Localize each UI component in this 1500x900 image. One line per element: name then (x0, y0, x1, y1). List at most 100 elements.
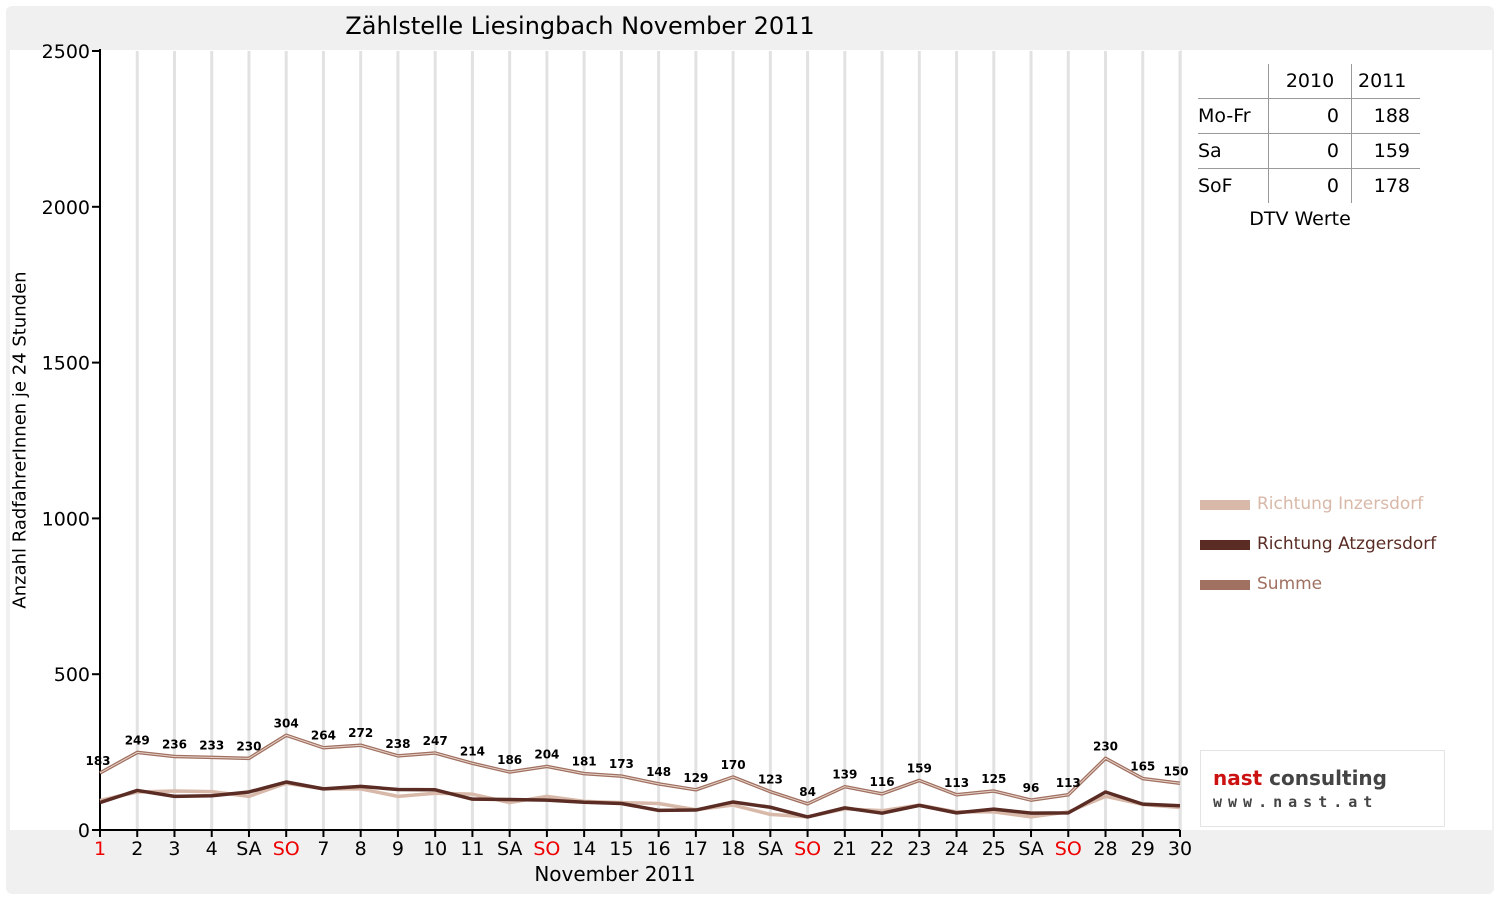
x-tick-label: 15 (609, 838, 633, 860)
data-label: 186 (497, 753, 522, 767)
x-tick-label: 3 (168, 838, 180, 860)
data-label: 230 (236, 739, 261, 753)
company-logo: nast consulting www.nast.at (1200, 750, 1445, 827)
y-tick-label: 1500 (42, 353, 90, 375)
legend-label-inzersdorf: Richtung Inzersdorf (1257, 494, 1424, 514)
legend-swatch-inzersdorf (1200, 500, 1250, 510)
x-tick-label: 8 (355, 838, 367, 860)
data-label: 116 (870, 775, 895, 789)
y-tick-label: 2500 (42, 41, 90, 63)
data-label: 214 (460, 744, 485, 758)
x-tick-label: SO (1055, 838, 1082, 860)
data-label: 123 (758, 773, 783, 787)
logo-url: www.nast.at (1213, 793, 1379, 811)
data-label: 238 (385, 737, 410, 751)
y-axis-label: Anzahl RadfahrerInnen je 24 Stunden (9, 271, 31, 609)
logo-word-nast: nast (1213, 766, 1263, 790)
data-label: 96 (1023, 781, 1040, 795)
x-tick-label: 28 (1093, 838, 1117, 860)
legend-swatch-summe (1200, 580, 1250, 590)
data-label: 84 (799, 785, 816, 799)
x-tick-label: 7 (317, 838, 329, 860)
x-tick-label: 4 (206, 838, 218, 860)
data-label: 148 (646, 765, 671, 779)
dtv-value-2011: 159 (1351, 133, 1420, 169)
data-label: 233 (199, 738, 224, 752)
y-tick-label: 2000 (42, 197, 90, 219)
dtv-value-2010: 0 (1268, 168, 1352, 203)
x-tick-label: 24 (944, 838, 968, 860)
data-label: 125 (981, 772, 1006, 786)
x-tick-label: 23 (907, 838, 931, 860)
plot-panel (10, 50, 1180, 830)
x-tick-label: 10 (423, 838, 447, 860)
x-tick-label: SA (1018, 838, 1043, 860)
series-line-richtung-atzgersdorf (99, 780, 1181, 819)
y-tick-label: 1000 (42, 508, 90, 530)
dtv-value-2010: 0 (1268, 98, 1352, 134)
series-line-highlight (99, 734, 1181, 805)
data-label: 183 (85, 754, 110, 768)
dtv-row: Sa 0 159 (1198, 133, 1420, 169)
dtv-row: SoF 0 178 (1198, 168, 1420, 203)
x-tick-label: SO (794, 838, 821, 860)
chart-title: Zählstelle Liesingbach November 2011 (345, 12, 815, 40)
dtv-row-label: Mo-Fr (1198, 98, 1269, 134)
x-tick-label: 30 (1168, 838, 1192, 860)
x-tick-label: 1 (94, 838, 106, 860)
x-tick-label: 17 (684, 838, 708, 860)
data-label: 170 (721, 758, 746, 772)
data-label: 230 (1093, 739, 1118, 753)
x-tick-label: 18 (721, 838, 745, 860)
data-label: 113 (1056, 776, 1081, 790)
logo-word-consulting: consulting (1269, 766, 1387, 790)
x-tick-label: SA (758, 838, 783, 860)
legend-label-atzgersdorf: Richtung Atzgersdorf (1257, 534, 1437, 554)
x-tick-label: 25 (982, 838, 1006, 860)
logo-wordmark: nast consulting (1213, 766, 1387, 790)
data-label: 150 (1163, 764, 1188, 778)
x-tick-label: 11 (460, 838, 484, 860)
data-label: 181 (572, 755, 597, 769)
data-label: 139 (832, 768, 857, 782)
data-label: 236 (162, 737, 187, 751)
data-label: 264 (311, 729, 336, 743)
dtv-value-2011: 178 (1351, 168, 1420, 203)
data-label: 159 (907, 761, 932, 775)
dtv-header-empty (1198, 64, 1269, 99)
dtv-row: Mo-Fr 0 188 (1198, 98, 1420, 134)
x-tick-label: 2 (131, 838, 143, 860)
x-tick-label: 16 (647, 838, 671, 860)
y-tick-label: 500 (54, 664, 90, 686)
y-tick-label: 0 (78, 820, 90, 842)
data-label: 204 (534, 747, 559, 761)
x-tick-label: 9 (392, 838, 404, 860)
dtv-row-label: SoF (1198, 175, 1233, 197)
dtv-value-2010: 0 (1268, 133, 1352, 169)
dtv-header-2011: 2011 (1351, 64, 1420, 99)
x-tick-label: SA (497, 838, 522, 860)
data-label: 129 (683, 771, 708, 785)
data-label: 272 (348, 726, 373, 740)
data-label: 304 (274, 716, 299, 730)
data-label: 247 (423, 734, 448, 748)
dtv-table: 2010 2011 Mo-Fr 0 188 Sa 0 159 SoF 0 178 (1198, 64, 1420, 203)
x-tick-label: 21 (833, 838, 857, 860)
x-tick-label: 14 (572, 838, 596, 860)
dtv-caption: DTV Werte (1249, 208, 1351, 230)
x-tick-label: SO (533, 838, 560, 860)
data-label: 173 (609, 757, 634, 771)
dtv-header-row: 2010 2011 (1198, 64, 1420, 99)
legend-swatch-atzgersdorf (1200, 540, 1250, 550)
dtv-header-2010: 2010 (1268, 64, 1352, 99)
x-tick-label: 29 (1131, 838, 1155, 860)
dtv-value-2011: 188 (1351, 98, 1420, 134)
x-axis-label: November 2011 (534, 862, 696, 886)
legend-label-summe: Summe (1257, 574, 1323, 594)
data-label: 249 (125, 733, 150, 747)
data-label: 113 (944, 776, 969, 790)
dtv-row-label: Sa (1198, 133, 1269, 169)
data-label: 165 (1130, 760, 1155, 774)
x-tick-label: 22 (870, 838, 894, 860)
